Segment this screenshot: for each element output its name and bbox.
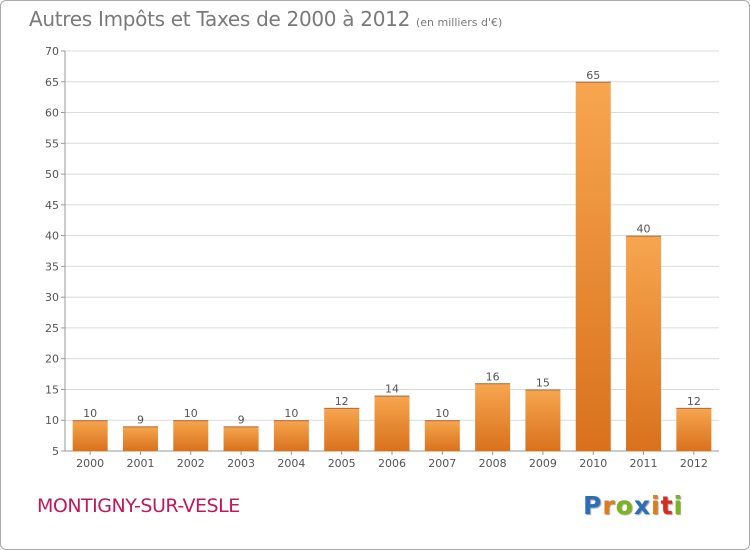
data-label-2011: 40 [637,223,651,236]
commune-name: MONTIGNY-SUR-VESLE [37,495,240,517]
logo-letter: P [583,491,603,520]
data-label-2008: 16 [486,370,500,383]
y-tick-label: 25 [45,322,59,335]
chart-title: Autres Impôts et Taxes de 2000 à 2012 (en… [29,7,502,31]
data-label-2005: 12 [335,395,349,408]
logo-letter: i [651,491,661,520]
logo-letter: x [633,491,651,520]
y-tick-label: 5 [52,445,59,458]
data-label-2012: 12 [687,395,701,408]
data-label-2006: 14 [385,383,399,396]
y-tick-label: 70 [45,45,59,58]
x-tick-label-2004: 2004 [277,457,305,470]
y-tick-label: 35 [45,260,59,273]
bars [72,81,712,452]
labels: 10 9 10 9 10 12 14 10 16 15 65 40 12 [83,69,701,427]
data-label-2001: 9 [137,413,144,426]
data-label-2003: 9 [238,413,245,426]
bar-2011 [626,235,662,451]
y-tick-label: 45 [45,199,59,212]
y-tick-label: 60 [45,107,59,120]
bar-2000 [72,420,108,451]
y-tick-label: 65 [45,76,59,89]
bar-2010 [575,81,611,452]
data-label-2007: 10 [435,407,449,420]
x-tick-label-2007: 2007 [428,457,456,470]
logo-letter: r [602,491,616,520]
logo-letter: o [615,491,634,520]
x-tick-label-2000: 2000 [76,457,104,470]
proxiti-logo[interactable]: Proxiti [583,491,683,520]
x-tick-label-2008: 2008 [479,457,507,470]
bar-2003 [223,426,259,451]
y-tick-label: 40 [45,230,59,243]
bar-2012 [676,407,712,451]
data-label-2002: 10 [184,407,198,420]
bar-2008 [475,383,511,451]
data-label-2010: 65 [586,69,600,82]
logo-letter: i [673,491,684,520]
data-label-2009: 15 [536,376,550,389]
y-tick-label: 30 [45,291,59,304]
x-tick-label-2006: 2006 [378,457,406,470]
y-tick-label: 10 [45,414,59,427]
data-label-2000: 10 [83,407,97,420]
x-tick-label-2001: 2001 [126,457,154,470]
bar-2006 [374,395,410,451]
title-text: Autres Impôts et Taxes de 2000 à 2012 [29,7,410,31]
x-tick-label-2011: 2011 [630,457,658,470]
bar-2002 [173,420,209,451]
x-tick-label-2003: 2003 [227,457,255,470]
data-label-2004: 10 [284,407,298,420]
logo-letter: t [660,491,674,520]
x-tick-label-2012: 2012 [680,457,708,470]
bar-2009 [525,389,561,451]
y-tick-label: 20 [45,353,59,366]
bar-2007 [424,420,460,451]
x-tick-label-2010: 2010 [579,457,607,470]
x-tick-label-2005: 2005 [328,457,356,470]
bar-2005 [324,407,360,451]
bar-2004 [273,420,309,451]
x-tick-label-2009: 2009 [529,457,557,470]
title-unit: (en milliers d'€) [416,16,503,29]
y-tick-label: 15 [45,383,59,396]
x-tick-label-2002: 2002 [177,457,205,470]
bar-2001 [122,426,158,451]
y-tick-label: 55 [45,137,59,150]
y-tick-label: 50 [45,168,59,181]
